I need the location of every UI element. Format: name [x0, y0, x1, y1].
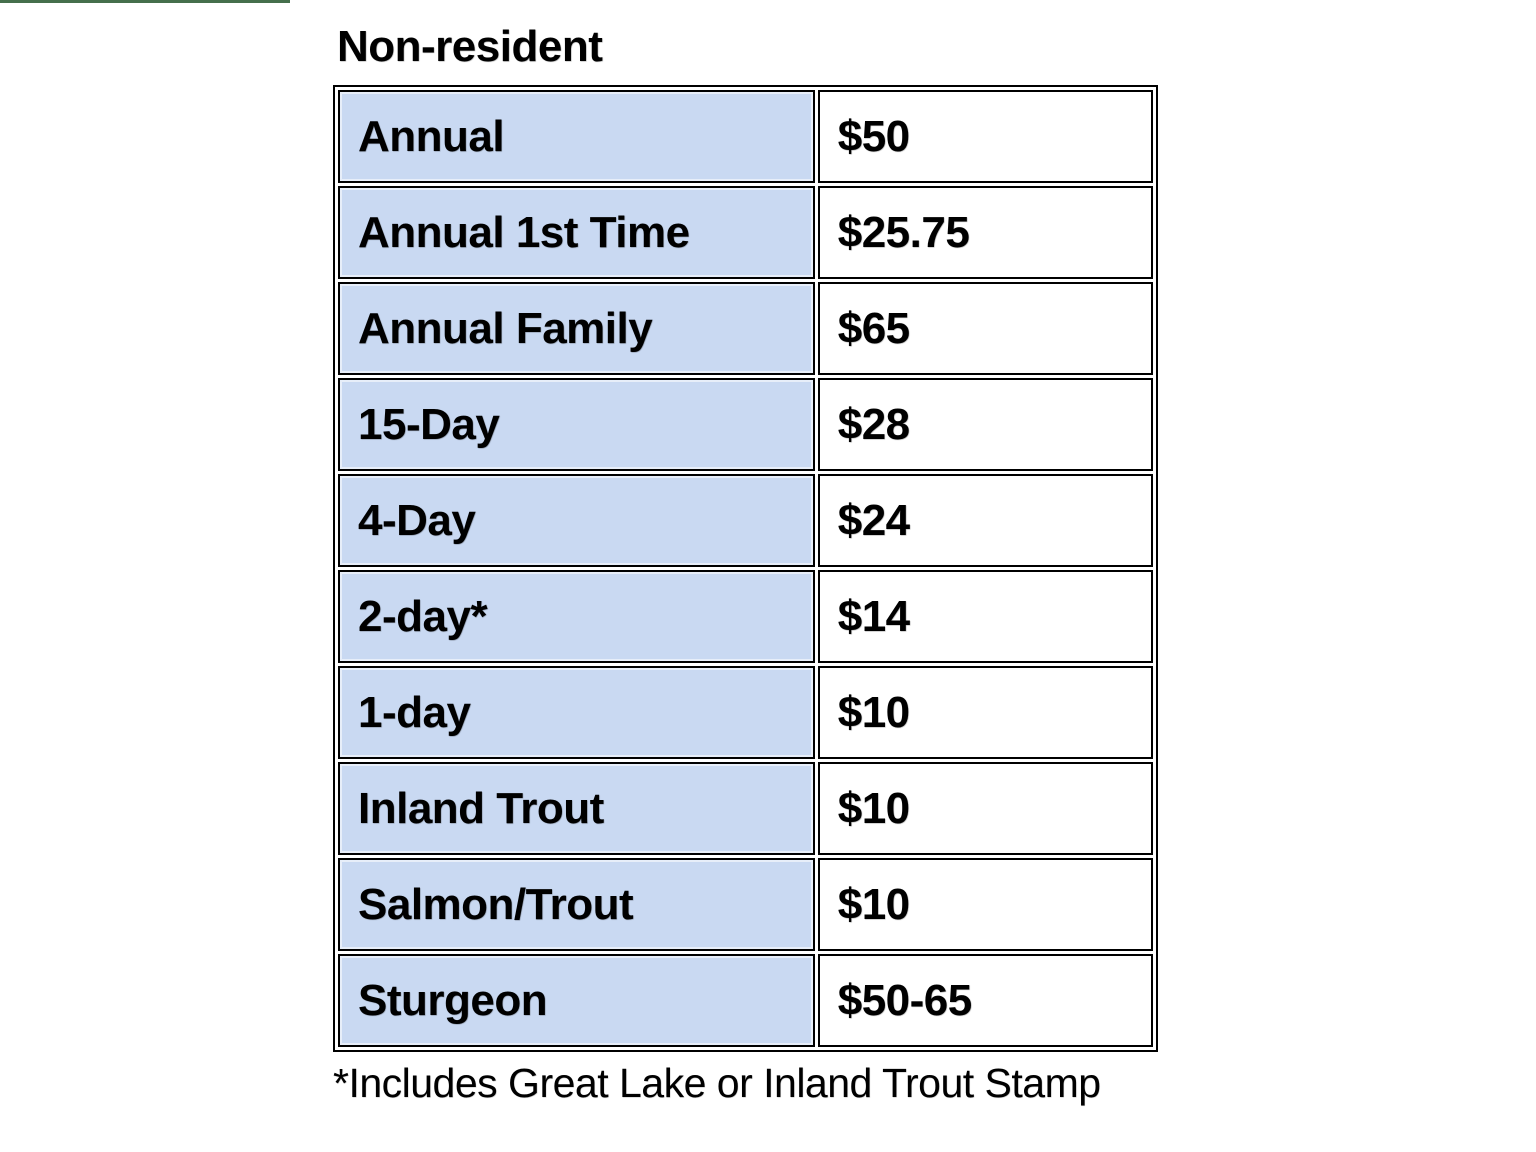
- fee-section: Non-resident Annual $50 Annual 1st Time …: [333, 22, 1173, 1107]
- price-cell: $65: [817, 282, 1153, 375]
- price-cell: $50-65: [817, 954, 1153, 1047]
- table-row: Inland Trout $10: [338, 762, 1153, 855]
- price-cell: $10: [817, 762, 1153, 855]
- price-cell: $28: [817, 378, 1153, 471]
- table-row: Sturgeon $50-65: [338, 954, 1153, 1047]
- table-row: 15-Day $28: [338, 378, 1153, 471]
- nonresident-fee-table: Annual $50 Annual 1st Time $25.75 Annual…: [333, 85, 1158, 1052]
- price-cell: $24: [817, 474, 1153, 567]
- license-type-cell: Salmon/Trout: [338, 858, 815, 951]
- license-type-cell: 15-Day: [338, 378, 815, 471]
- top-edge-accent-bar: [0, 0, 290, 3]
- table-row: 2-day* $14: [338, 570, 1153, 663]
- license-type-cell: Annual 1st Time: [338, 186, 815, 279]
- price-cell: $14: [817, 570, 1153, 663]
- table-row: Annual $50: [338, 90, 1153, 183]
- license-type-cell: Sturgeon: [338, 954, 815, 1047]
- table-row: Annual 1st Time $25.75: [338, 186, 1153, 279]
- table-row: 1-day $10: [338, 666, 1153, 759]
- price-cell: $50: [817, 90, 1153, 183]
- footnote-text: *Includes Great Lake or Inland Trout Sta…: [333, 1060, 1101, 1106]
- table-row: Salmon/Trout $10: [338, 858, 1153, 951]
- price-cell: $10: [817, 858, 1153, 951]
- license-type-cell: 2-day*: [338, 570, 815, 663]
- table-row: 4-Day $24: [338, 474, 1153, 567]
- license-type-cell: 1-day: [338, 666, 815, 759]
- license-type-cell: Annual Family: [338, 282, 815, 375]
- price-cell: $10: [817, 666, 1153, 759]
- license-type-cell: 4-Day: [338, 474, 815, 567]
- license-type-cell: Inland Trout: [338, 762, 815, 855]
- section-title: Non-resident: [337, 22, 603, 71]
- price-cell: $25.75: [817, 186, 1153, 279]
- license-type-cell: Annual: [338, 90, 815, 183]
- table-row: Annual Family $65: [338, 282, 1153, 375]
